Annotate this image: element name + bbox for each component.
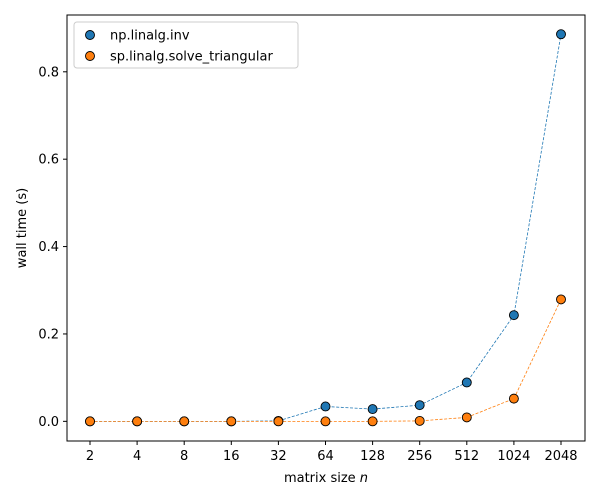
data-point-series-0 (461, 377, 472, 388)
series-lines (90, 34, 562, 422)
data-point-series-1 (461, 412, 472, 423)
y-tick-label: 0.6 (38, 153, 59, 168)
y-tick-label: 0.4 (38, 240, 59, 255)
data-point-series-0 (556, 29, 566, 40)
x-axis-label: matrix size n (284, 471, 368, 486)
data-point-series-1 (556, 294, 566, 305)
legend-marker (85, 51, 95, 61)
data-point-series-1 (132, 416, 143, 427)
data-point-series-0 (414, 400, 425, 411)
data-point-series-1 (226, 416, 237, 427)
data-point-series-1 (85, 416, 95, 427)
x-tick-label: 2048 (544, 449, 577, 464)
y-axis-ticks: 0.0 0.2 0.4 0.6 0.8 (38, 65, 67, 430)
x-tick-label: 128 (360, 449, 385, 464)
data-point-series-1 (367, 416, 378, 427)
x-tick-label: 16 (223, 449, 240, 464)
legend-entry-label: np.linalg.inv (110, 29, 190, 44)
y-axis-label: wall time (s) (15, 188, 30, 268)
x-tick-label: 8 (180, 449, 188, 464)
data-point-series-0 (320, 401, 331, 412)
data-point-series-0 (367, 404, 378, 415)
x-tick-label: 1024 (497, 449, 530, 464)
legend: np.linalg.inv sp.linalg.solve_triangular (73, 21, 299, 69)
y-tick-label: 0.2 (38, 327, 59, 342)
x-tick-label: 64 (317, 449, 334, 464)
y-tick-label: 0.0 (38, 415, 59, 430)
data-point-series-1 (320, 416, 331, 427)
data-point-series-1 (414, 415, 425, 426)
series-points (85, 29, 566, 427)
data-point-series-1 (508, 393, 519, 404)
data-point-series-1 (179, 416, 190, 427)
data-point-series-1 (273, 416, 284, 427)
legend-marker (85, 30, 95, 40)
y-tick-label: 0.8 (38, 65, 59, 80)
series-line-0 (90, 34, 562, 422)
plot-area-frame (66, 14, 586, 442)
x-tick-label: 256 (407, 449, 432, 464)
x-tick-label: 512 (454, 449, 479, 464)
x-axis-ticks: 2 4 8 16 32 64 128 256 512 1024 2048 (86, 441, 578, 464)
data-point-series-0 (508, 310, 519, 321)
legend-entry-label: sp.linalg.solve_triangular (110, 50, 273, 65)
x-tick-label: 32 (270, 449, 287, 464)
legend-box (73, 21, 299, 69)
x-tick-label: 2 (86, 449, 94, 464)
x-tick-label: 4 (133, 449, 141, 464)
